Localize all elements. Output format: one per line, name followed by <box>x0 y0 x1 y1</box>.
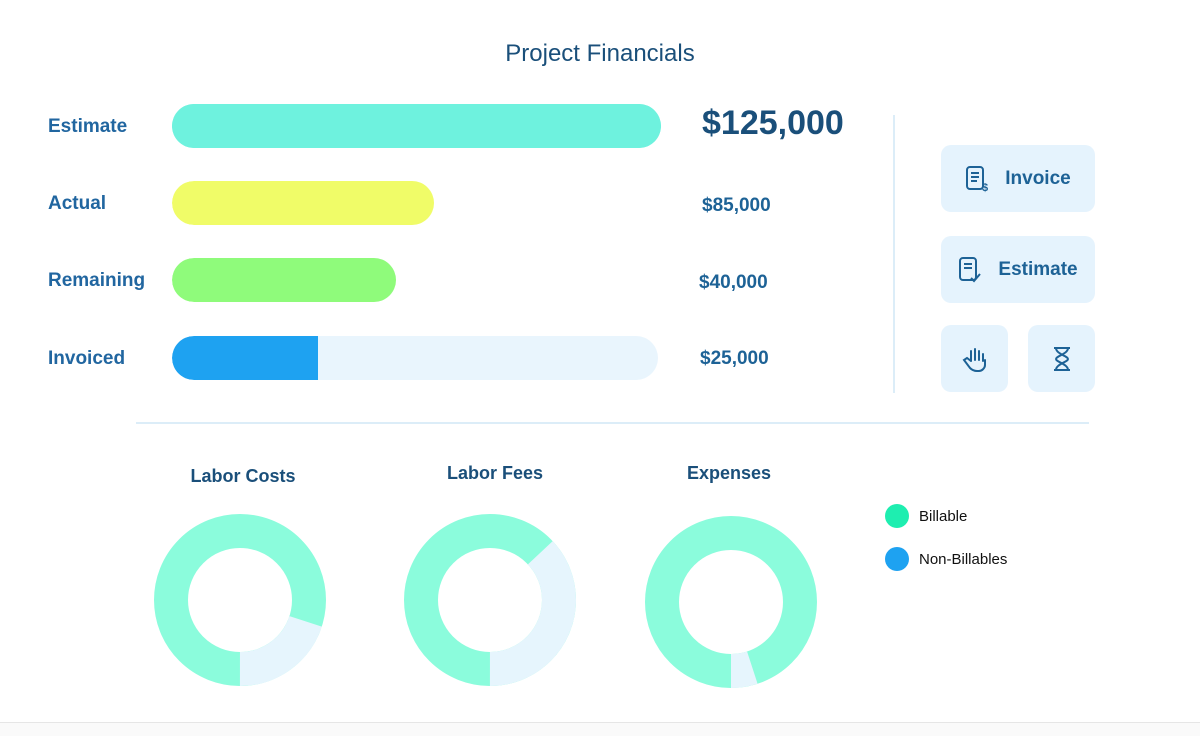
billable-swatch <box>885 504 909 528</box>
page-title: Project Financials <box>505 40 695 67</box>
donut-chart-1 <box>404 514 576 686</box>
bar-fill-estimate <box>172 104 661 148</box>
invoice-label: Invoice <box>1005 167 1071 189</box>
bar-fill-remaining <box>172 258 396 302</box>
bar-label-remaining: Remaining <box>48 270 146 291</box>
bar-track-actual <box>172 181 658 225</box>
bar-value-estimate: $125,000 <box>702 104 844 142</box>
bar-label-estimate: Estimate <box>48 116 128 137</box>
hourglass-button[interactable] <box>1028 325 1095 392</box>
estimate-button[interactable]: Estimate <box>941 236 1095 303</box>
legend-non-billable: Non-Billables <box>885 547 1007 571</box>
invoice-button[interactable]: $ Invoice <box>941 145 1095 212</box>
legend-billable: Billable <box>885 504 967 528</box>
vertical-divider <box>893 115 895 393</box>
svg-text:$: $ <box>982 182 988 193</box>
bar-value-remaining: $40,000 <box>699 272 768 293</box>
bar-track-remaining <box>172 258 658 302</box>
hand-icon <box>962 347 986 372</box>
invoice-icon: $ <box>966 165 988 193</box>
bar-label-invoiced: Invoiced <box>48 348 126 369</box>
bar-fill-invoiced <box>172 336 318 380</box>
non-billable-segment <box>645 516 817 688</box>
horizontal-divider <box>136 422 1089 424</box>
donut-chart-0 <box>154 514 326 686</box>
bar-track-invoiced <box>172 336 658 380</box>
billable-segment <box>645 516 817 688</box>
bar-label-actual: Actual <box>48 193 107 214</box>
donut-title: Labor Costs <box>190 466 296 486</box>
bar-fill-actual <box>172 181 435 225</box>
donut-title: Expenses <box>686 463 772 483</box>
donut-chart-2 <box>645 516 817 688</box>
legend-label: Non-Billables <box>919 550 1008 568</box>
bottom-bar <box>0 722 1200 736</box>
bar-value-invoiced: $25,000 <box>700 348 769 369</box>
estimate-label: Estimate <box>998 258 1078 280</box>
donut-title: Labor Fees <box>446 463 544 483</box>
legend-label: Billable <box>919 507 968 525</box>
hand-button[interactable] <box>941 325 1008 392</box>
bar-track-estimate <box>172 104 661 148</box>
hourglass-icon <box>1053 346 1070 371</box>
estimate-icon <box>959 256 982 282</box>
non-billable-swatch <box>885 547 909 571</box>
bar-value-actual: $85,000 <box>702 195 771 216</box>
